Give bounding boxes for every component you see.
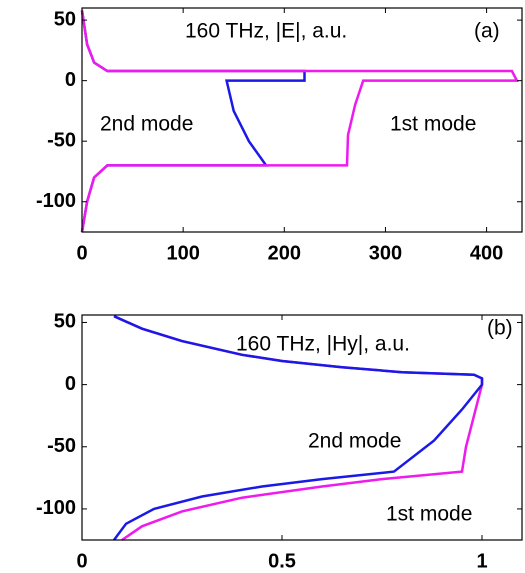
y-tick-label: -100 — [36, 190, 76, 212]
y-tick-label: 50 — [54, 8, 76, 30]
axes-box — [81, 7, 523, 233]
panel-label: (b) — [487, 317, 513, 340]
y-tick-label: 0 — [65, 373, 76, 395]
x-tick-label: 0 — [76, 550, 87, 572]
y-tick-label: -100 — [36, 497, 76, 519]
x-tick-label: 100 — [166, 242, 199, 264]
y-tick-label: 0 — [65, 69, 76, 91]
panel-title: 160 THz, |Hy|, a.u. — [236, 333, 410, 356]
annotation: 1st mode — [386, 503, 472, 526]
panel-label: (a) — [474, 20, 500, 43]
annotation: 2nd mode — [308, 430, 401, 453]
y-tick-label: 50 — [54, 311, 76, 333]
series-line — [112, 315, 484, 541]
y-tick-label: -50 — [47, 435, 76, 457]
axes-box — [81, 314, 523, 541]
series-line — [80, 10, 519, 233]
panel-title: 160 THz, |E|, a.u. — [185, 20, 347, 43]
x-tick-label: 300 — [369, 242, 402, 264]
x-tick-label: 0.5 — [268, 550, 296, 572]
y-tick-label: -50 — [47, 129, 76, 151]
annotation: 2nd mode — [100, 113, 193, 136]
x-tick-label: 200 — [268, 242, 301, 264]
x-tick-label: 400 — [470, 242, 503, 264]
annotation: 1st mode — [390, 113, 476, 136]
x-tick-label: 0 — [76, 242, 87, 264]
x-tick-label: 1 — [476, 550, 487, 572]
